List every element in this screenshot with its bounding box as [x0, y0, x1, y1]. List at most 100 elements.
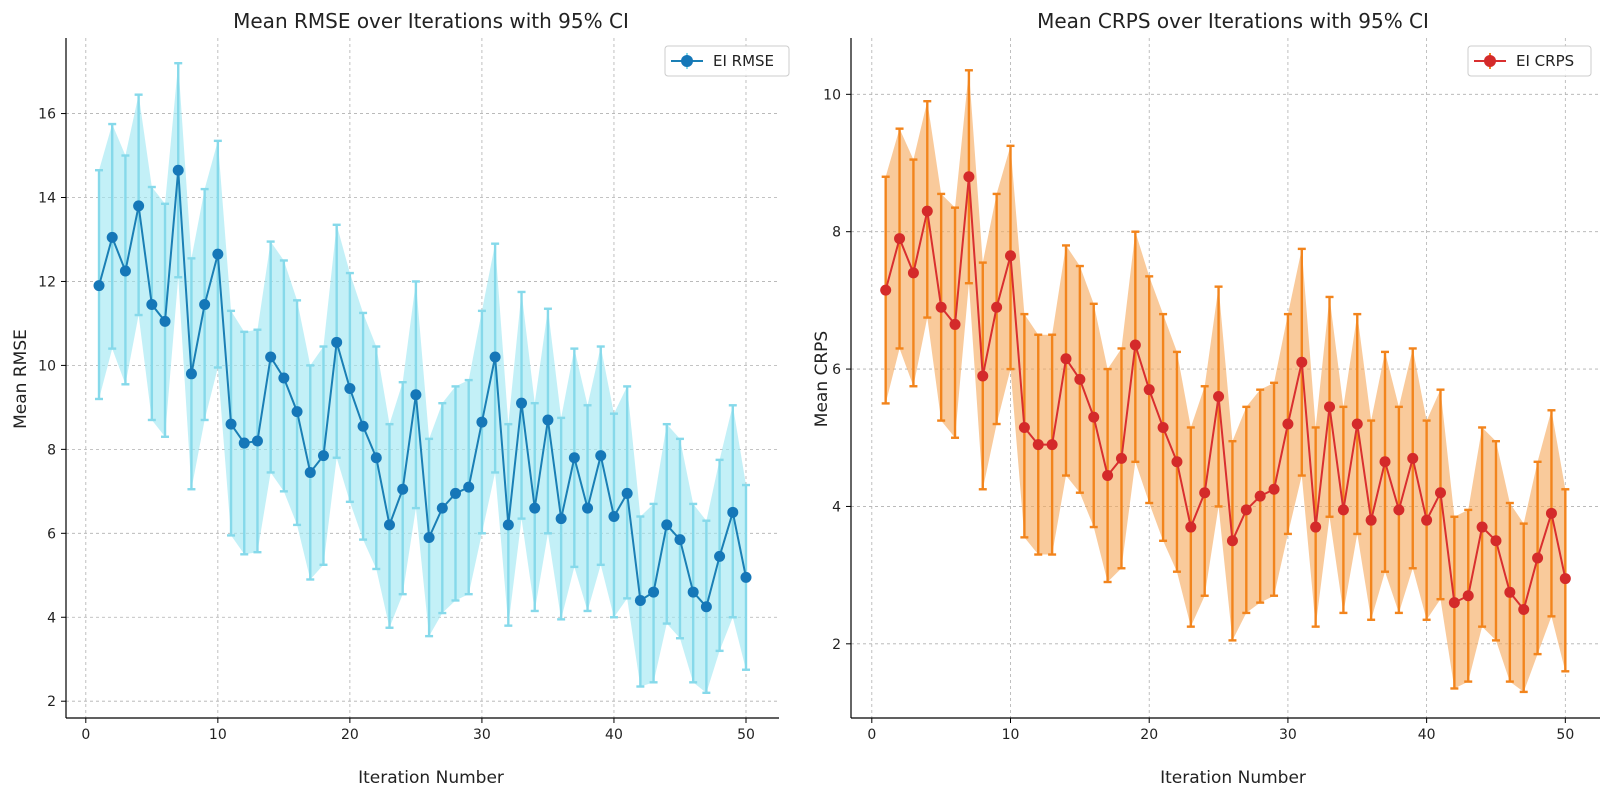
- rmse-data-point: [608, 511, 620, 523]
- rmse-data-point: [344, 382, 356, 394]
- rmse-data-point: [185, 368, 197, 380]
- crps-data-point: [1088, 411, 1100, 423]
- rmse-data-point: [489, 351, 501, 363]
- rmse-data-point: [106, 231, 118, 243]
- rmse-y-tick-label: 14: [38, 191, 56, 207]
- rmse-data-point: [621, 487, 633, 499]
- rmse-data-point: [225, 418, 237, 430]
- crps-legend-label: EI CRPS: [1516, 52, 1574, 70]
- crps-x-tick-label: 0: [867, 727, 876, 743]
- crps-data-point: [1393, 504, 1405, 516]
- rmse-data-point: [278, 372, 290, 384]
- crps-data-point: [1268, 483, 1280, 495]
- crps-ci-area: [885, 70, 1566, 692]
- rmse-data-point: [450, 487, 462, 499]
- rmse-data-point: [331, 336, 343, 348]
- crps-x-tick-label: 40: [1418, 727, 1436, 743]
- crps-axes: [850, 38, 1600, 719]
- crps-data-point: [1226, 535, 1238, 547]
- rmse-data-point: [634, 594, 646, 606]
- crps-data-point: [1504, 586, 1516, 598]
- crps-legend-box: [1467, 45, 1592, 77]
- crps-data-point: [1296, 356, 1308, 368]
- rmse-data-point: [410, 389, 422, 401]
- rmse-x-tick-label: 50: [737, 727, 755, 743]
- rmse-data-point: [119, 265, 131, 277]
- crps-data-point: [1074, 373, 1086, 385]
- rmse-x-tick-label: 10: [209, 727, 227, 743]
- crps-data-point: [1171, 456, 1183, 468]
- crps-y-tick-label: 2: [832, 637, 841, 653]
- rmse-data-point: [212, 248, 224, 260]
- crps-data-point: [1365, 514, 1377, 526]
- rmse-x-tick-label: 0: [81, 727, 90, 743]
- rmse-data-point: [516, 397, 528, 409]
- crps-data-point: [935, 301, 947, 313]
- crps-data-point: [1310, 521, 1322, 533]
- crps-data-point: [1102, 470, 1114, 482]
- crps-x-tick-label: 50: [1556, 727, 1574, 743]
- rmse-data-point: [648, 586, 660, 598]
- rmse-chart: Mean RMSE over Iterations with 95% CI It…: [11, 9, 790, 788]
- crps-y-tick-label: 8: [832, 225, 841, 241]
- rmse-markers: [93, 164, 752, 613]
- crps-data-point: [1157, 421, 1169, 433]
- rmse-data-point: [568, 452, 580, 464]
- crps-legend-marker-icon: [1484, 55, 1496, 67]
- rmse-data-point: [582, 502, 594, 514]
- crps-data-point: [1032, 439, 1044, 451]
- crps-ci-band: [885, 70, 1566, 692]
- rmse-y-tick-label: 8: [47, 442, 56, 458]
- crps-data-point: [1337, 504, 1349, 516]
- rmse-y-axis-label: Mean RMSE: [11, 329, 31, 429]
- rmse-y-tick-label: 10: [38, 358, 56, 374]
- rmse-x-tick-label: 40: [605, 727, 623, 743]
- rmse-legend-box: [664, 45, 790, 77]
- crps-data-point: [1532, 552, 1544, 564]
- crps-data-point: [1407, 452, 1419, 464]
- rmse-data-point: [476, 416, 488, 428]
- rmse-ci-area: [99, 63, 746, 693]
- crps-data-point: [1462, 590, 1474, 602]
- crps-ticks: 0 10 20 30 40 50 2 4 6 8 10: [823, 87, 1574, 743]
- crps-data-point: [1115, 452, 1127, 464]
- rmse-data-point: [740, 571, 752, 583]
- rmse-data-point: [700, 601, 712, 613]
- rmse-data-point: [357, 420, 369, 432]
- crps-markers: [880, 171, 1571, 615]
- rmse-data-point: [529, 502, 541, 514]
- rmse-series-line: [98, 170, 747, 609]
- rmse-data-point: [687, 586, 699, 598]
- crps-data-point: [1545, 507, 1557, 519]
- rmse-y-tick-label: 6: [47, 526, 56, 542]
- crps-data-point: [1518, 603, 1530, 615]
- rmse-data-point: [502, 519, 514, 531]
- rmse-data-point: [133, 200, 145, 212]
- rmse-ci-band: [99, 63, 746, 693]
- crps-chart: Mean CRPS over Iterations with 95% CI It…: [812, 9, 1600, 788]
- rmse-data-point: [661, 519, 673, 531]
- rmse-data-point: [146, 299, 158, 311]
- rmse-data-point: [674, 534, 686, 546]
- crps-x-axis-label: Iteration Number: [1160, 768, 1306, 788]
- rmse-data-point: [172, 164, 184, 176]
- crps-data-point: [1213, 391, 1225, 403]
- crps-data-point: [1199, 487, 1211, 499]
- crps-line: [884, 176, 1567, 612]
- crps-data-point: [1018, 421, 1030, 433]
- rmse-legend-marker-icon: [681, 55, 693, 67]
- rmse-data-point: [370, 452, 382, 464]
- rmse-data-point: [93, 280, 105, 292]
- rmse-x-tick-label: 20: [341, 727, 359, 743]
- crps-x-tick-label: 10: [1002, 727, 1020, 743]
- rmse-data-point: [317, 450, 329, 462]
- rmse-data-point: [555, 513, 567, 525]
- rmse-legend: EI RMSE: [664, 45, 790, 77]
- rmse-data-point: [383, 519, 395, 531]
- crps-data-point: [1240, 504, 1252, 516]
- rmse-data-point: [304, 466, 316, 478]
- crps-data-point: [1060, 353, 1072, 365]
- crps-data-point: [1324, 401, 1336, 413]
- crps-data-point: [1421, 514, 1433, 526]
